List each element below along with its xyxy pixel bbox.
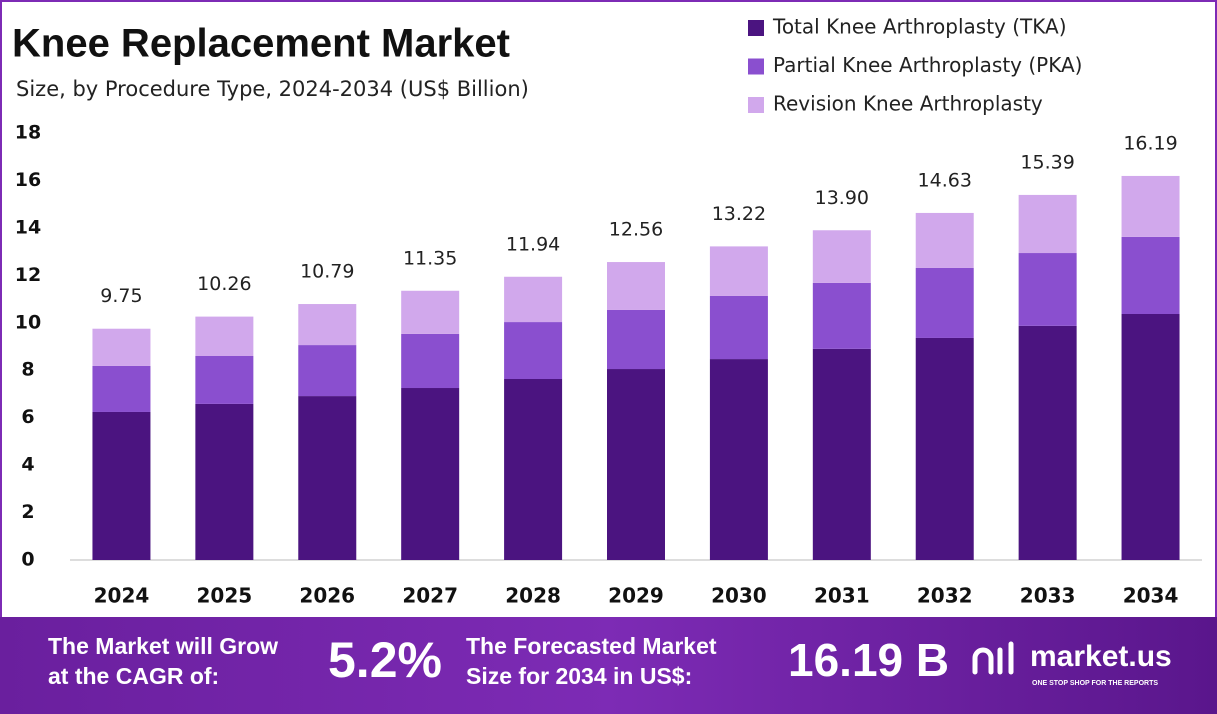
bar-segment	[92, 328, 151, 366]
total-label: 13.22	[712, 203, 766, 225]
chart-title: Knee Replacement Market	[12, 22, 510, 66]
cagr-text: The Market will Grow	[48, 633, 278, 659]
y-tick-label: 0	[21, 549, 34, 571]
total-label: 11.94	[506, 233, 560, 255]
total-label: 10.26	[197, 273, 251, 295]
y-tick-label: 16	[15, 169, 41, 191]
bar-segment	[812, 230, 871, 283]
bar-segment	[1121, 236, 1180, 315]
bar-segment	[92, 411, 151, 560]
y-tick-label: 12	[15, 264, 41, 286]
x-tick-label: 2030	[711, 584, 767, 608]
footer: The Market will Grow at the CAGR of: 5.2…	[0, 617, 1217, 714]
cagr-text: at the CAGR of:	[48, 663, 219, 689]
bar-segment	[709, 359, 768, 560]
x-tick-label: 2029	[608, 584, 664, 608]
total-label: 16.19	[1123, 132, 1177, 154]
y-tick-label: 8	[21, 359, 34, 381]
bar-segment	[915, 337, 974, 560]
bar-segment	[298, 304, 357, 346]
total-label: 15.39	[1020, 151, 1074, 173]
total-label: 10.79	[300, 261, 354, 283]
bar-segment	[607, 369, 665, 560]
bar-segment	[812, 348, 871, 560]
bar-segment	[709, 246, 768, 296]
forecast-text: Size for 2034 in US$:	[466, 663, 692, 689]
y-tick-label: 14	[15, 216, 41, 238]
bar-segment	[92, 365, 151, 412]
total-label: 11.35	[403, 247, 457, 269]
bar-segment	[915, 267, 974, 338]
legend-swatch	[748, 20, 764, 36]
legend-label: Partial Knee Arthroplasty (PKA)	[773, 53, 1082, 77]
bar-segment	[401, 290, 460, 334]
bar-segment	[1018, 253, 1077, 326]
bar-segment	[195, 403, 254, 560]
y-tick-label: 2	[21, 501, 34, 523]
x-tick-label: 2028	[505, 584, 561, 608]
x-tick-label: 2027	[402, 584, 458, 608]
bar-segment	[504, 322, 563, 379]
legend-label: Total Knee Arthroplasty (TKA)	[772, 15, 1067, 39]
bar-segment	[607, 262, 665, 310]
bar-segment	[298, 396, 357, 560]
tagline: ONE STOP SHOP FOR THE REPORTS	[1032, 680, 1158, 687]
legend-label: Revision Knee Arthroplasty	[773, 92, 1043, 116]
bar-segment	[401, 333, 460, 389]
bar-segment	[401, 388, 460, 560]
bar-segment	[504, 276, 563, 323]
x-tick-label: 2033	[1020, 584, 1076, 608]
total-label: 12.56	[609, 219, 663, 241]
legend-swatch	[748, 97, 764, 113]
bar-segment	[195, 316, 254, 356]
bar-segment	[504, 378, 563, 560]
x-tick-label: 2032	[917, 584, 973, 608]
legend-swatch	[748, 58, 764, 75]
y-tick-label: 18	[15, 122, 41, 144]
y-tick-label: 10	[15, 311, 41, 333]
bar-segment	[607, 309, 665, 370]
footer-band	[0, 617, 1217, 714]
bar-segment	[1018, 325, 1077, 560]
x-tick-label: 2034	[1123, 584, 1179, 608]
x-tick-label: 2031	[814, 584, 870, 608]
x-tick-label: 2026	[299, 584, 355, 608]
bar-segment	[195, 355, 254, 404]
y-tick-label: 4	[21, 454, 34, 476]
brand-logo	[972, 641, 1014, 675]
total-label: 9.75	[100, 285, 142, 307]
forecast-value: 16.19 B	[788, 634, 949, 686]
cagr-value: 5.2%	[328, 632, 442, 688]
bar-segment	[915, 212, 974, 268]
y-tick-label: 6	[21, 406, 34, 428]
x-tick-label: 2024	[94, 584, 150, 608]
bar-segment	[1121, 314, 1180, 560]
forecast-text: The Forecasted Market	[466, 633, 717, 659]
chart-subtitle: Size, by Procedure Type, 2024-2034 (US$ …	[16, 77, 529, 101]
bar-segment	[812, 282, 871, 349]
bar-segment	[1121, 175, 1180, 237]
x-tick-label: 2025	[197, 584, 253, 608]
bar-segment	[709, 295, 768, 360]
total-label: 14.63	[918, 169, 972, 191]
bar-segment	[1018, 194, 1077, 254]
brand: market.us	[1030, 640, 1172, 673]
bar-segment	[298, 345, 357, 397]
total-label: 13.90	[815, 187, 869, 209]
